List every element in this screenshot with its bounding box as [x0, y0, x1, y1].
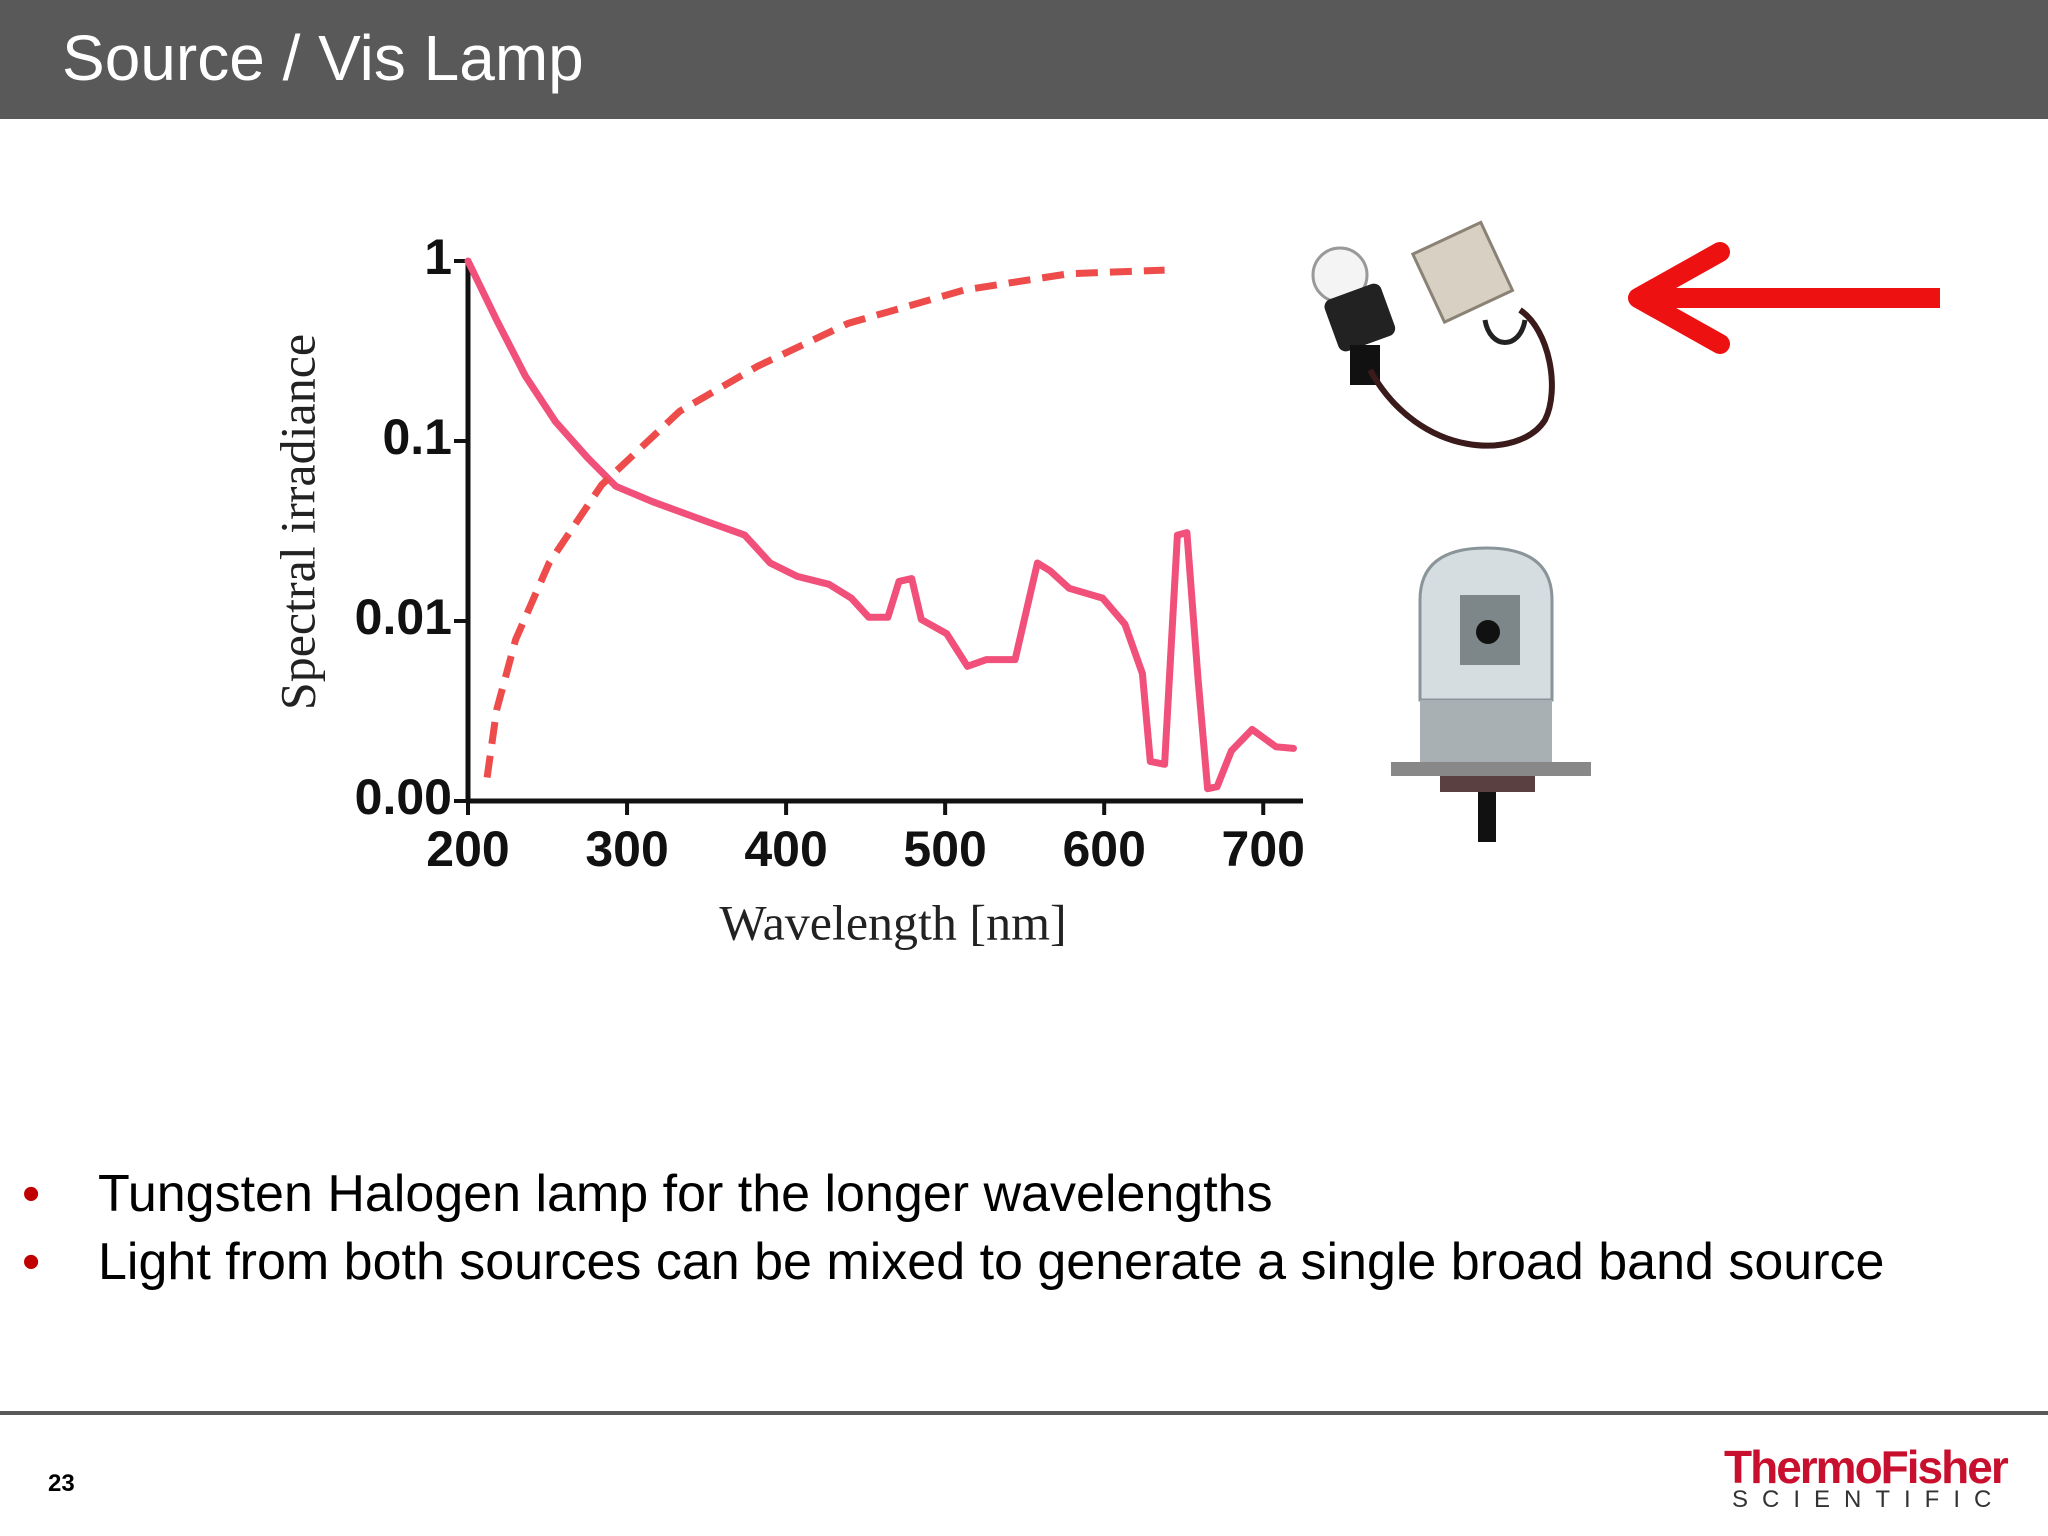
- chart: Spectral irradiance Wavelength [nm] 0.00…: [269, 220, 1940, 950]
- x-tick-label: 400: [744, 821, 827, 877]
- footer-rule: [0, 1411, 2048, 1415]
- x-tick-label: 500: [903, 821, 986, 877]
- logo-subtitle: SCIENTIFIC: [1732, 1486, 2006, 1513]
- bullet: Light from both sources can be mixed to …: [0, 1228, 1900, 1296]
- y-tick-label: 0.01: [355, 589, 452, 645]
- header-bar: Source / Vis Lamp: [0, 0, 2048, 119]
- series-line: [483, 266, 1165, 778]
- y-tick-label: 0.1: [382, 409, 452, 465]
- slide-title: Source / Vis Lamp: [62, 22, 584, 94]
- page-number: 23: [48, 1470, 75, 1497]
- x-axis-label: Wavelength [nm]: [719, 894, 1066, 950]
- bullet-list: Tungsten Halogen lamp for the longer wav…: [0, 1160, 1900, 1296]
- tungsten-lamp-image: [1311, 220, 1555, 449]
- x-tick-label: 300: [585, 821, 668, 877]
- series-line: [464, 257, 1297, 793]
- x-tick-label: 700: [1222, 821, 1305, 877]
- deuterium-lamp-image: [1391, 546, 1591, 842]
- y-tick-label: 1: [424, 229, 452, 285]
- x-tick-label: 200: [426, 821, 509, 877]
- logo: ThermoFisher: [1724, 1441, 2009, 1493]
- bullet: Tungsten Halogen lamp for the longer wav…: [0, 1160, 1900, 1228]
- x-tick-label: 600: [1062, 821, 1145, 877]
- red-arrow: [1628, 242, 1940, 354]
- y-tick-label: 0.00: [355, 769, 452, 825]
- y-axis-label: Spectral irradiance: [269, 334, 325, 710]
